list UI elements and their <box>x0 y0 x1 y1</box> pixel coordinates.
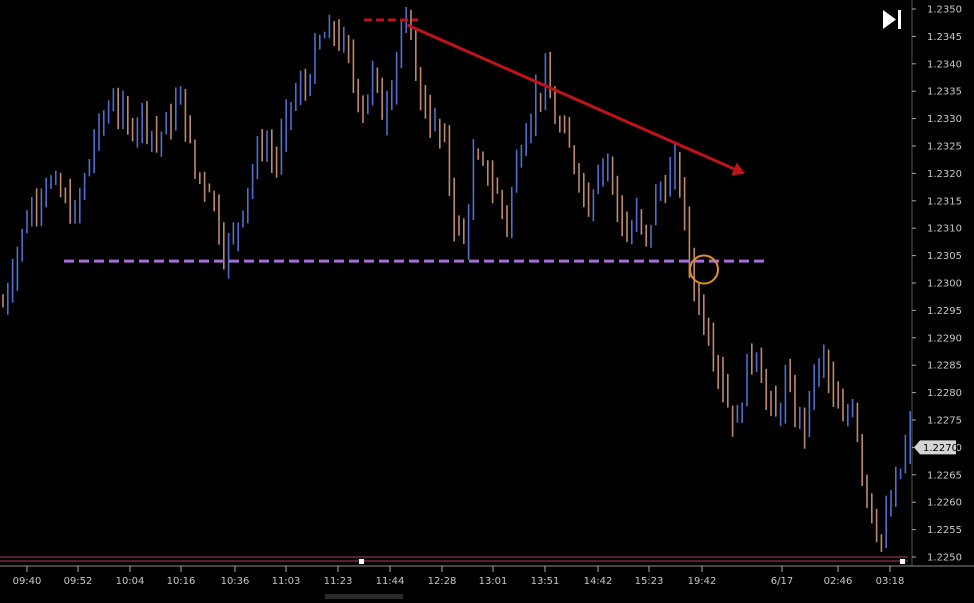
skip-to-end-bar <box>898 10 901 29</box>
price-tick-label: 1.2255 <box>927 525 962 536</box>
price-tick-label: 1.2330 <box>927 114 962 125</box>
annotations-layer <box>64 18 766 285</box>
price-tick-label: 1.2340 <box>927 59 962 70</box>
price-tick-label: 1.2325 <box>927 142 962 153</box>
time-tick-label: 10:04 <box>116 576 145 587</box>
last-price-box <box>914 440 956 455</box>
price-tick-label: 1.2345 <box>927 32 962 43</box>
trend-arrow-line <box>406 23 735 171</box>
time-tick-label: 11:44 <box>376 576 405 587</box>
time-tick-label: 11:03 <box>272 576 301 587</box>
price-tick-label: 1.2315 <box>927 196 962 207</box>
time-tick-label: 09:52 <box>64 576 93 587</box>
time-tick-label: 09:40 <box>13 576 42 587</box>
time-tick-label: 02:46 <box>824 576 853 587</box>
price-tick-label: 1.2250 <box>927 553 962 564</box>
panel-resize-handle[interactable] <box>359 559 364 564</box>
horizontal-scrollbar[interactable] <box>325 594 403 599</box>
price-tick-label: 1.2285 <box>927 361 962 372</box>
skip-to-end-icon[interactable] <box>883 10 901 29</box>
time-tick-label: 10:16 <box>167 576 196 587</box>
time-tick-label: 14:42 <box>584 576 613 587</box>
last-price-label: 1.2270 <box>923 443 958 454</box>
price-bars-layer <box>2 6 912 552</box>
price-tick-label: 1.2305 <box>927 251 962 262</box>
time-tick-label: 11:23 <box>324 576 353 587</box>
time-tick-label: 13:51 <box>531 576 560 587</box>
time-axis[interactable]: 09:40 09:52 10:04 10:16 10:36 11:03 11:23 11:44… <box>0 565 974 599</box>
time-tick-label: 6/17 <box>771 576 793 587</box>
time-tick-label: 10:36 <box>221 576 250 587</box>
price-tick-label: 1.2310 <box>927 224 962 235</box>
time-tick-label: 15:23 <box>635 576 664 587</box>
price-tick-label: 1.2335 <box>927 87 962 98</box>
time-tick-label: 13:01 <box>479 576 508 587</box>
panel-resize-handle-right[interactable] <box>900 559 905 564</box>
time-tick-label: 19:42 <box>688 576 717 587</box>
breakout-circle <box>689 254 719 285</box>
price-tick-label: 1.2260 <box>927 498 962 509</box>
trend-arrow-head <box>731 162 745 176</box>
price-axis[interactable]: 1.2350 1.2345 1.2340 1.2335 1.2330 1.2325 1.23… <box>911 0 962 566</box>
price-tick-label: 1.2275 <box>927 416 962 427</box>
chart-extras <box>0 10 908 564</box>
time-tick-label: 03:18 <box>876 576 905 587</box>
price-tick-label: 1.2265 <box>927 470 962 481</box>
price-tick-label: 1.2350 <box>927 5 962 16</box>
price-tick-label: 1.2290 <box>927 333 962 344</box>
price-tick-label: 1.2295 <box>927 306 962 317</box>
price-tick-label: 1.2320 <box>927 169 962 180</box>
time-tick-label: 12:28 <box>428 576 457 587</box>
price-tick-label: 1.2280 <box>927 388 962 399</box>
skip-to-end-triangle <box>883 10 896 29</box>
price-tick-label: 1.2300 <box>927 279 962 290</box>
